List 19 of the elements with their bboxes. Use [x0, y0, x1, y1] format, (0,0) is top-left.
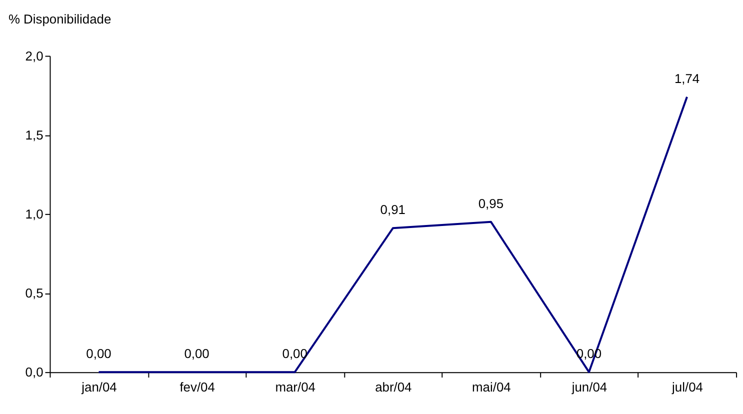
x-tick-label: jun/04 — [570, 379, 608, 394]
x-tick-label: mai/04 — [472, 379, 511, 394]
x-tick-label: mar/04 — [275, 379, 316, 394]
data-label: 0,00 — [282, 346, 308, 362]
y-tick-label: 2,0 — [25, 48, 44, 64]
x-tick-label: abr/04 — [375, 379, 412, 394]
y-tick-label: 1,5 — [25, 127, 44, 142]
y-tick-label: 1,0 — [25, 206, 44, 222]
x-tick-label: jul/04 — [671, 379, 703, 394]
data-label: 0,00 — [184, 346, 210, 362]
data-label: 1,74 — [674, 70, 700, 86]
y-tick-label: 0,0 — [25, 364, 44, 380]
data-label: 0,91 — [380, 202, 406, 218]
y-tick-label: 0,5 — [25, 285, 44, 300]
x-tick-label: jan/04 — [80, 379, 117, 394]
data-label: 0,95 — [478, 196, 504, 211]
data-label: 0,00 — [86, 346, 112, 362]
y-axis-title: % Disponibilidade — [8, 11, 112, 26]
x-tick-label: fev/04 — [180, 379, 215, 394]
